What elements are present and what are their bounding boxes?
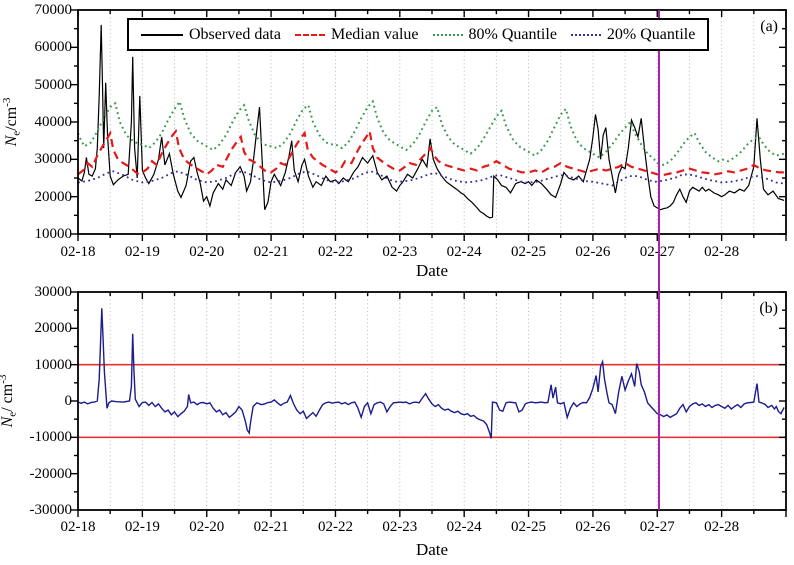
- y-tick-label: 30000: [34, 151, 73, 168]
- legend-item-label: 80% Quantile: [468, 25, 557, 43]
- y-tick-label: 10000: [34, 356, 73, 373]
- x-tick-label: 02-26: [575, 519, 611, 535]
- dotted-line-sample-icon: [432, 33, 463, 36]
- panel-b-x-axis-title: Date: [415, 540, 449, 559]
- y-tick-label: 40000: [34, 114, 73, 130]
- x-tick-label: 02-25: [511, 244, 547, 260]
- x-tick-label: 02-23: [382, 244, 418, 260]
- x-tick-label: 02-28: [704, 519, 740, 535]
- x-tick-label: 02-18: [60, 244, 96, 260]
- deviation-from-median-line: [77, 308, 785, 439]
- x-tick-label: 02-21: [253, 244, 289, 260]
- event-marker-line: [658, 10, 661, 510]
- x-tick-label: 02-25: [511, 519, 547, 535]
- x-tick-label: 02-24: [446, 244, 482, 260]
- solid-line-sample-icon: [141, 33, 183, 36]
- panel-a-plot: Ne/cm-3: [1, 9, 787, 241]
- median-value-line: [77, 128, 785, 177]
- legend-item-label: Observed data: [189, 25, 281, 43]
- x-tick-label: 02-26: [575, 244, 611, 260]
- x-tick-label: 02-28: [704, 244, 740, 260]
- x-tick-label: 02-20: [189, 519, 225, 535]
- y-tick-label: 70000: [34, 2, 73, 18]
- y-tick-label: 0: [64, 393, 73, 409]
- plot-frame: [77, 9, 787, 235]
- legend-item: 20% Quantile: [570, 25, 696, 44]
- x-tick-label: 02-19: [124, 244, 160, 260]
- x-tick-label: 02-27: [639, 519, 675, 535]
- dotted-line-sample-icon: [570, 33, 601, 36]
- panel-a-label: (a): [760, 18, 778, 35]
- legend: Observed data Median value 80% Quantile 20%…: [127, 18, 710, 51]
- y-tick-label: 50000: [34, 76, 73, 93]
- x-tick-label: 02-22: [317, 244, 353, 260]
- panel-b-y-axis-title: Ne/ cm-3: [0, 374, 19, 428]
- axis-ticks-b: [71, 291, 787, 517]
- plot-frame: [77, 291, 787, 511]
- y-tick-label: 60000: [34, 39, 73, 56]
- x-tick-label: 02-24: [446, 519, 482, 535]
- x-tick-label: 02-22: [317, 519, 353, 535]
- y-tick-label: 20000: [34, 188, 73, 205]
- x-tick-label: 02-20: [189, 244, 225, 260]
- panel-b-plot: Ne/ cm-3: [0, 291, 787, 517]
- legend-item: 80% Quantile: [432, 25, 557, 44]
- legend-item-label: Median value: [330, 25, 419, 43]
- y-tick-label: -20000: [29, 465, 73, 482]
- y-tick-label: 10000: [34, 226, 73, 242]
- x-tick-label: 02-19: [124, 519, 160, 535]
- dashed-line-sample-icon: [294, 33, 325, 36]
- y-tick-label: 30000: [34, 284, 73, 300]
- x-tick-label: 02-18: [60, 519, 96, 535]
- legend-item-label: 20% Quantile: [606, 25, 696, 43]
- panel-b-label: (b): [759, 300, 778, 317]
- observed-data-line: [77, 24, 785, 219]
- y-tick-label: 20000: [34, 320, 73, 337]
- y-tick-label: -10000: [29, 429, 73, 446]
- 80-quantile-line: [77, 99, 785, 166]
- legend-item: Observed data: [141, 26, 281, 44]
- 20-quantile-line: [77, 170, 785, 187]
- panel-a-x-axis-title: Date: [415, 261, 449, 280]
- x-tick-label: 02-23: [382, 519, 418, 535]
- x-tick-label: 02-21: [253, 519, 289, 535]
- panel-a-y-axis-title: Ne/cm-3: [1, 97, 23, 147]
- legend-item: Median value: [294, 25, 419, 44]
- y-tick-label: -30000: [29, 502, 73, 518]
- x-tick-label: 02-27: [627, 243, 687, 261]
